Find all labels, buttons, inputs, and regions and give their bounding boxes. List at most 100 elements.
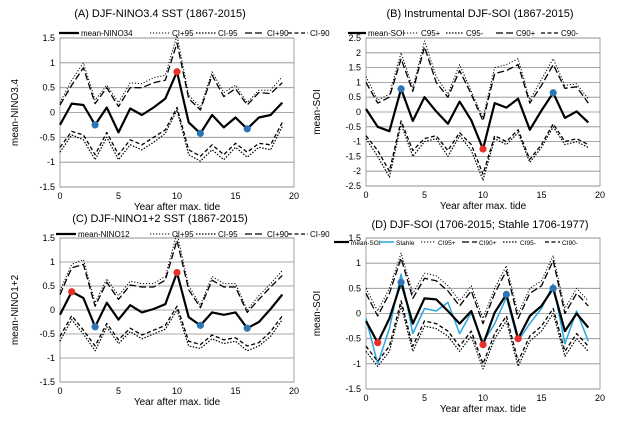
series-line-c95-: [365, 123, 589, 181]
legend-label: CI95-: [520, 240, 536, 247]
y-tick-label: 1: [50, 257, 55, 267]
chart-panel-c: (C) DJF-NINO1+2 SST (1867-2015) -1.5 -1 -0.…: [10, 213, 330, 408]
chart-panel-b: (B) Instrumental DJF-SOI (1867-2015) -2.5…: [312, 8, 605, 212]
x-tick-label: 0: [363, 190, 368, 200]
legend-label: CI90+: [479, 240, 497, 247]
x-axis-label: Year after max. tide: [134, 202, 221, 213]
chart-title: (C) DJF-NINO1+2 SST (1867-2015): [72, 213, 248, 225]
data-point-marker: [479, 341, 487, 349]
series-line-c90-: [365, 120, 589, 175]
x-tick-label: 5: [116, 386, 121, 396]
series-line-ci90-: [365, 257, 589, 325]
x-axis-label: Year after max. tide: [440, 201, 527, 212]
x-tick-label: 15: [230, 191, 240, 201]
data-point-marker: [91, 121, 99, 129]
y-tick-label: 0.5: [348, 283, 361, 293]
legend-label: CI95+: [438, 240, 456, 247]
plot-border: [365, 237, 601, 390]
y-tick-label: -0.5: [39, 132, 55, 142]
x-tick-label: 10: [478, 393, 488, 403]
x-axis-label: Year after max. tide: [440, 404, 527, 415]
x-tick-label: 20: [595, 393, 605, 403]
data-point-marker: [374, 339, 382, 347]
legend-label: CI+90: [267, 29, 289, 38]
chart-title: (A) DJF-NINO3.4 SST (1867-2015): [74, 8, 246, 20]
y-tick-label: -1.5: [39, 377, 55, 387]
y-axis-label: mean-NINO3.4: [10, 78, 21, 146]
series-line-ci-90: [59, 42, 283, 111]
y-tick-label: 2.5: [348, 33, 361, 43]
y-tick-label: -1: [47, 157, 55, 167]
y-tick-label: -1.5: [39, 182, 55, 192]
series-line-ci90-: [365, 300, 589, 365]
series-line-ci-95: [59, 309, 283, 352]
x-tick-label: 5: [116, 191, 121, 201]
data-point-marker: [196, 129, 204, 137]
legend-label: CI-95: [218, 29, 238, 38]
data-point-marker: [514, 335, 522, 343]
y-tick-label: -1: [353, 359, 361, 369]
series-line-ci-90: [59, 106, 283, 157]
x-tick-label: 15: [536, 393, 546, 403]
data-point-marker: [196, 321, 204, 329]
series-line-ci-95: [59, 35, 283, 108]
series-line-c90-: [365, 46, 589, 122]
data-point-marker: [173, 268, 181, 277]
y-tick-label: -2.5: [345, 181, 361, 191]
x-axis-label: Year after max. tide: [134, 397, 221, 408]
chart-panel-a: (A) DJF-NINO3.4 SST (1867-2015) -1.5 -1 -0.…: [10, 8, 330, 213]
data-point-marker: [243, 125, 251, 133]
y-tick-label: 0: [356, 107, 361, 117]
y-axis-label: mean-SOI: [312, 291, 323, 337]
x-tick-label: 20: [289, 191, 299, 201]
x-tick-label: 5: [422, 190, 427, 200]
plot-border: [365, 37, 601, 187]
series-line-c95-: [365, 40, 589, 119]
x-tick-label: 20: [595, 190, 605, 200]
y-tick-label: -0.5: [39, 329, 55, 339]
y-tick-label: 1: [356, 258, 361, 268]
plot-border: [59, 237, 295, 383]
legend-label: CI90-: [562, 240, 578, 247]
y-tick-label: 0: [50, 108, 55, 118]
series-line-ci-90: [59, 239, 283, 314]
y-axis-label: mean-SOI: [312, 89, 323, 135]
data-point-marker: [397, 85, 405, 93]
y-tick-label: 0: [50, 305, 55, 315]
x-tick-label: 15: [536, 190, 546, 200]
y-tick-label: 0.5: [42, 281, 55, 291]
y-tick-label: -1.5: [345, 151, 361, 161]
y-axis-label: mean-NINO1+2: [10, 274, 21, 345]
data-point-marker: [243, 324, 251, 332]
x-tick-label: 0: [363, 393, 368, 403]
x-tick-label: 20: [289, 386, 299, 396]
y-tick-label: -1: [47, 353, 55, 363]
y-tick-label: 0.5: [42, 83, 55, 93]
y-tick-label: -2: [353, 166, 361, 176]
chart-title: (B) Instrumental DJF-SOI (1867-2015): [386, 8, 573, 20]
y-tick-label: 0: [356, 309, 361, 319]
x-tick-label: 5: [422, 393, 427, 403]
y-tick-label: 1.5: [42, 33, 55, 43]
legend-label: C95+: [421, 29, 441, 38]
y-tick-label: 1.5: [348, 233, 361, 243]
data-point-marker: [549, 284, 557, 292]
x-tick-label: 10: [478, 190, 488, 200]
x-tick-label: 0: [57, 386, 62, 396]
data-point-marker: [68, 288, 76, 296]
y-tick-label: -1.5: [345, 384, 361, 394]
y-tick-label: 0.5: [348, 92, 361, 102]
data-point-marker: [479, 145, 487, 153]
legend-label: mean-SOI: [351, 240, 381, 247]
y-tick-label: 1: [50, 58, 55, 68]
legend-label: mean-NINO34: [81, 29, 133, 38]
series-line-ci-95: [59, 232, 283, 311]
legend-label: C90+: [516, 29, 536, 38]
x-tick-label: 10: [172, 386, 182, 396]
data-point-marker: [549, 89, 557, 97]
x-tick-label: 0: [57, 191, 62, 201]
x-tick-label: 15: [230, 386, 240, 396]
legend-label: CI-90: [310, 230, 330, 239]
legend-label: mean-NINO12: [78, 230, 130, 239]
